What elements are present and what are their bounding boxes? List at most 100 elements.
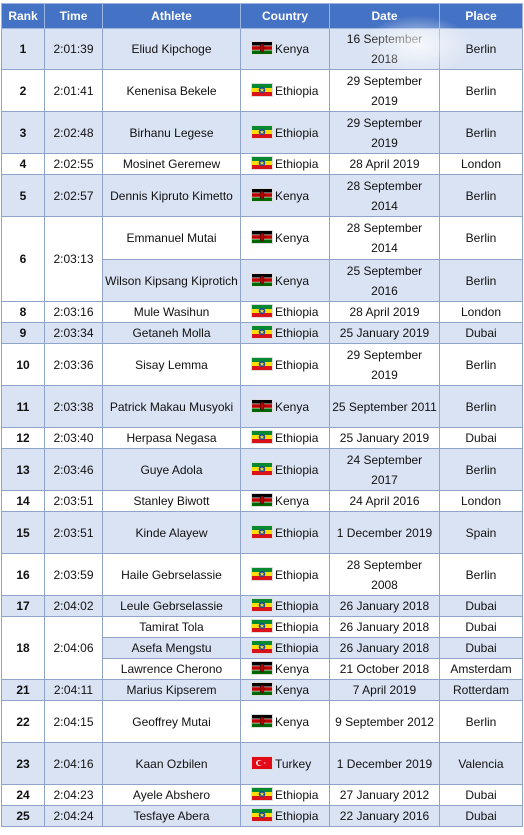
rank-cell: 8 xyxy=(1,301,45,323)
place-cell: Berlin xyxy=(439,700,523,743)
time-cell: 2:04:24 xyxy=(44,805,103,827)
table-row: 22 2:04:15 Geoffrey Mutai Kenya 9 September … xyxy=(1,700,523,743)
athlete-cell: Geoffrey Mutai xyxy=(102,700,241,743)
date-cell: 29 September 2019 xyxy=(329,111,440,154)
place-cell: Berlin xyxy=(439,553,523,596)
rank-cell: 12 xyxy=(1,427,45,449)
country-name: Ethiopia xyxy=(275,788,319,802)
country-cell: Kenya xyxy=(240,658,330,680)
time-cell: 2:03:38 xyxy=(44,385,103,428)
country-name: Ethiopia xyxy=(275,357,319,372)
athlete-cell: Haile Gebrselassie xyxy=(102,553,241,596)
table-row: 5 2:02:57 Dennis Kipruto Kimetto Kenya 28 Se… xyxy=(1,174,523,217)
table-row: 2 2:01:41 Kenenisa Bekele Ethiopia 29 Septem… xyxy=(1,69,523,112)
time-cell: 2:02:55 xyxy=(44,153,103,175)
header-rank: Rank xyxy=(1,3,45,29)
rank-cell: 13 xyxy=(1,448,45,491)
country-cell: Kenya xyxy=(240,28,330,70)
ethiopia-flag-icon xyxy=(251,325,273,339)
table-row: 3 2:02:48 Birhanu Legese Ethiopia 29 Septemb… xyxy=(1,111,523,154)
kenya-flag-icon xyxy=(251,41,273,55)
country-name: Kenya xyxy=(275,714,310,729)
date-cell: 25 September 2016 xyxy=(329,259,440,302)
header-place: Place xyxy=(439,3,523,29)
table-row: 6 2:03:13 Emmanuel Mutai Kenya 28 September … xyxy=(1,216,523,302)
country-cell: Ethiopia xyxy=(240,111,330,154)
kenya-flag-icon xyxy=(251,398,273,413)
table-body: 1 2:01:39 Eliud Kipchoge Kenya 16 September … xyxy=(1,28,523,827)
date-cell: 16 September 2018 xyxy=(329,28,440,70)
time-cell: 2:03:51 xyxy=(44,511,103,554)
table-row: 12 2:03:40 Herpasa Negasa Ethiopia 25 Januar… xyxy=(1,427,523,449)
athlete-cell: Guye Adola xyxy=(102,448,241,491)
place-cell: Berlin xyxy=(439,343,523,386)
ethiopia-flag-icon xyxy=(251,82,273,97)
athlete-cell: Sisay Lemma xyxy=(102,343,241,386)
country-name: Kenya xyxy=(275,399,310,414)
table-row: Asefa Mengstu Ethiopia 26 January 2018 Duba… xyxy=(2,637,523,659)
country-name: Kenya xyxy=(275,188,310,203)
date-cell: 28 September 2008 xyxy=(329,553,440,596)
header-date: Date xyxy=(329,3,440,29)
athlete-cell: Stanley Biwott xyxy=(102,490,241,512)
athlete-cell: Tesfaye Abera xyxy=(102,805,241,827)
athlete-cell: Lawrence Cherono xyxy=(102,658,241,680)
athlete-cell: Tamirat Tola xyxy=(102,616,241,638)
time-cell: 2:04:15 xyxy=(44,700,103,743)
country-cell: Kenya xyxy=(240,385,330,428)
country-name: Kenya xyxy=(275,231,310,245)
time-cell: 2:02:57 xyxy=(44,174,103,217)
ethiopia-flag-icon xyxy=(251,156,273,170)
time-cell: 2:01:39 xyxy=(44,28,103,70)
country-cell: Kenya xyxy=(240,259,330,302)
time-cell: 2:04:02 xyxy=(44,595,103,617)
athlete-cell: Wilson Kipsang Kiprotich xyxy=(102,259,241,302)
country-name: Ethiopia xyxy=(275,599,319,613)
date-cell: 9 September 2012 xyxy=(329,700,440,743)
country-cell: Ethiopia xyxy=(240,637,330,659)
rank-cell: 24 xyxy=(1,784,45,806)
country-name: Ethiopia xyxy=(275,305,319,319)
date-cell: 26 January 2018 xyxy=(329,616,440,638)
place-cell: London xyxy=(439,301,523,323)
time-cell: 2:03:40 xyxy=(44,427,103,449)
date-cell: 25 January 2019 xyxy=(329,427,440,449)
table-row: 14 2:03:51 Stanley Biwott Kenya 24 April 201… xyxy=(1,490,523,512)
country-name: Ethiopia xyxy=(275,125,319,140)
rank-cell: 15 xyxy=(1,511,45,554)
country-cell: Ethiopia xyxy=(240,322,330,344)
date-cell: 28 September 2014 xyxy=(329,174,440,217)
rank-cell: 16 xyxy=(1,553,45,596)
ethiopia-flag-icon xyxy=(251,598,273,612)
kenya-flag-icon xyxy=(251,493,273,507)
table-row: 21 2:04:11 Marius Kipserem Kenya 7 April 201… xyxy=(1,679,523,701)
table-row: 11 2:03:38 Patrick Makau Musyoki Kenya 25 Se… xyxy=(1,385,523,428)
country-name: Ethiopia xyxy=(275,620,319,634)
turkey-flag-icon xyxy=(251,755,273,770)
date-cell: 29 September 2019 xyxy=(329,343,440,386)
country-cell: Ethiopia xyxy=(240,427,330,449)
place-cell: Dubai xyxy=(439,595,523,617)
country-cell: Ethiopia xyxy=(240,301,330,323)
country-cell: Ethiopia xyxy=(240,805,330,827)
date-cell: 21 October 2018 xyxy=(329,658,440,680)
country-name: Kenya xyxy=(275,42,310,56)
country-cell: Ethiopia xyxy=(240,553,330,596)
time-cell: 2:04:23 xyxy=(44,784,103,806)
country-cell: Kenya xyxy=(240,679,330,701)
country-name: Ethiopia xyxy=(275,567,319,582)
table-row: 15 2:03:51 Kinde Alayew Ethiopia 1 December … xyxy=(1,511,523,554)
date-cell: 28 September 2014 xyxy=(329,216,440,260)
place-cell: Dubai xyxy=(439,322,523,344)
athlete-cell: Kinde Alayew xyxy=(102,511,241,554)
place-cell: Berlin xyxy=(439,111,523,154)
rank-cell: 1 xyxy=(1,28,45,70)
date-cell: 22 January 2016 xyxy=(329,805,440,827)
kenya-flag-icon xyxy=(251,272,273,287)
table-row: 18 2:04:06 Tamirat Tola Ethiopia 26 January … xyxy=(1,616,523,680)
ethiopia-flag-icon xyxy=(251,356,273,371)
time-cell: 2:03:51 xyxy=(44,490,103,512)
ethiopia-flag-icon xyxy=(251,808,273,822)
country-cell: Kenya xyxy=(240,700,330,743)
athlete-cell: Dennis Kipruto Kimetto xyxy=(102,174,241,217)
